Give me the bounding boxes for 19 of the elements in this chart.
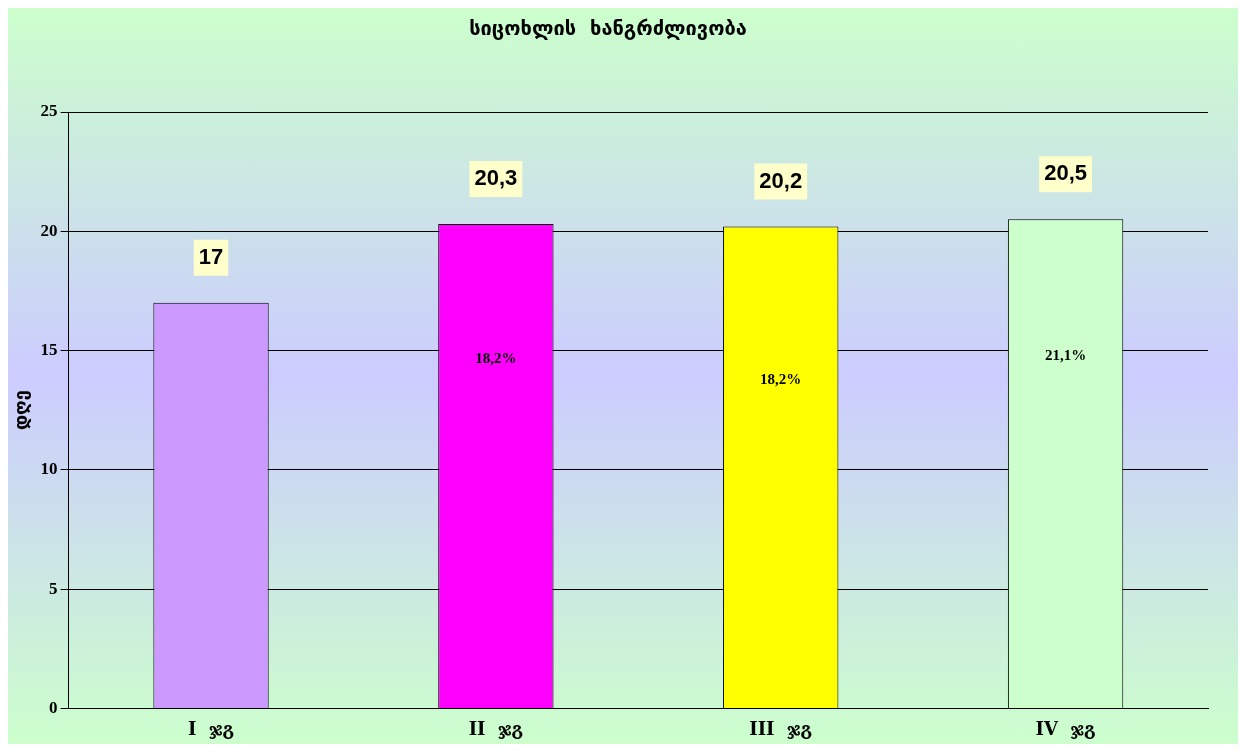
annotation: 21,1% <box>1044 347 1087 364</box>
x-tick-label: II ჯგ <box>468 717 524 739</box>
y-tick-label: 10 <box>40 459 58 479</box>
data-label: 20,2 <box>759 167 803 193</box>
annotation: 18,2% <box>760 371 802 388</box>
y-axis-title: დღე <box>10 390 32 431</box>
y-tick-label: 20 <box>40 220 58 240</box>
y-tick-label: 0 <box>49 697 58 717</box>
data-label: 17 <box>198 243 224 269</box>
chart-title: სიცოხლის ხანგრძლივობა <box>469 16 747 41</box>
data-label: 20,5 <box>1044 160 1087 186</box>
y-tick-label: 25 <box>40 101 58 121</box>
x-tick-label: III ჯგ <box>749 717 813 739</box>
y-tick-label: 5 <box>49 578 58 598</box>
x-tick-label: IV ჯგ <box>1035 717 1096 739</box>
data-label: 20,3 <box>474 165 518 191</box>
x-tick-label: I ჯგ <box>187 717 235 739</box>
y-tick-label: 15 <box>40 339 58 359</box>
annotation: 18,2% <box>475 350 517 367</box>
